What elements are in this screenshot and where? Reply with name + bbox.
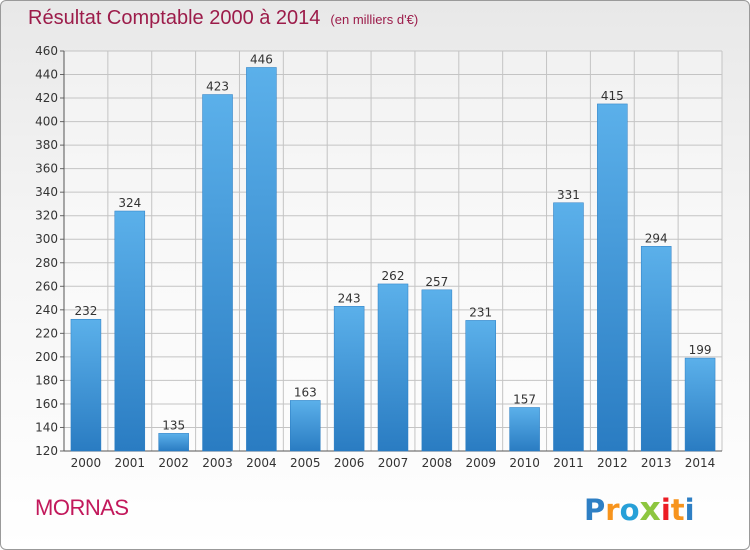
x-tick-label-2006: 2006 — [334, 456, 365, 470]
x-tick-label-2000: 2000 — [71, 456, 102, 470]
y-tick-label: 180 — [35, 373, 58, 387]
y-tick-label: 360 — [35, 162, 58, 176]
x-tick-label-2004: 2004 — [246, 456, 277, 470]
y-tick-label: 280 — [35, 256, 58, 270]
value-label-2006: 243 — [338, 291, 361, 305]
y-tick-label: 460 — [35, 44, 58, 58]
bar-2004 — [246, 67, 277, 452]
bar-2012 — [597, 103, 628, 452]
bar-2006 — [333, 306, 365, 452]
bar-2003 — [202, 94, 233, 452]
y-tick-label: 220 — [35, 326, 58, 340]
logo-letter: i — [660, 493, 671, 527]
value-label-2005: 163 — [294, 385, 317, 399]
x-tick-label-2011: 2011 — [553, 456, 584, 470]
chart-title: Résultat Comptable 2000 à 2014 (en millie… — [28, 7, 418, 30]
y-tick-label: 400 — [35, 115, 58, 129]
value-label-2010: 157 — [513, 392, 536, 406]
x-tick-label-2013: 2013 — [641, 456, 672, 470]
unit-label: (en milliers d'€) — [330, 12, 419, 27]
y-tick-label: 140 — [35, 420, 58, 434]
bar-2008 — [421, 289, 453, 452]
value-label-2004: 446 — [250, 52, 273, 66]
value-label-2008: 257 — [425, 275, 448, 289]
bar-2005 — [290, 400, 321, 452]
x-tick-label-2001: 2001 — [115, 456, 146, 470]
value-label-2003: 423 — [206, 80, 229, 94]
value-label-2007: 262 — [382, 269, 405, 283]
title-text: Résultat Comptable 2000 à 2014 — [28, 7, 321, 29]
y-tick-label: 260 — [35, 279, 58, 293]
y-tick-label: 120 — [35, 444, 58, 458]
bar-2001 — [114, 210, 146, 452]
x-tick-label-2007: 2007 — [378, 456, 409, 470]
labels: 120 140 160 180 200 220 240 260 280 300 320 340 360 3… — [35, 44, 715, 470]
logo-letter: i — [684, 493, 695, 527]
logo-letter: t — [670, 493, 685, 527]
bar-2013 — [640, 246, 672, 452]
logo-letter: x — [639, 489, 661, 528]
value-label-2013: 294 — [645, 231, 668, 245]
bars — [70, 67, 716, 452]
value-label-2002: 135 — [162, 418, 185, 432]
y-tick-label: 340 — [35, 185, 58, 199]
value-label-2014: 199 — [689, 343, 712, 357]
y-tick-label: 300 — [35, 232, 58, 246]
bar-2002 — [158, 433, 189, 452]
value-label-2000: 232 — [74, 304, 97, 318]
logo-letter: o — [619, 493, 640, 527]
bar-2014 — [684, 357, 716, 452]
y-tick-label: 420 — [35, 91, 58, 105]
bar-2010 — [509, 407, 540, 452]
value-label-2009: 231 — [469, 305, 492, 319]
bar-2011 — [553, 202, 584, 452]
bar-2009 — [465, 320, 496, 452]
y-tick-label: 440 — [35, 68, 58, 82]
y-tick-label: 200 — [35, 350, 58, 364]
x-tick-label-2009: 2009 — [465, 456, 496, 470]
proxiti-logo: Proxiti — [584, 489, 695, 528]
x-tick-label-2008: 2008 — [422, 456, 453, 470]
value-label-2012: 415 — [601, 89, 624, 103]
x-tick-label-2014: 2014 — [685, 456, 716, 470]
value-label-2011: 331 — [557, 188, 580, 202]
bar-2000 — [70, 318, 102, 452]
value-label-2001: 324 — [118, 196, 141, 210]
y-tick-label: 320 — [35, 209, 58, 223]
y-tick-label: 240 — [35, 303, 58, 317]
x-tick-label-2003: 2003 — [202, 456, 233, 470]
x-tick-label-2005: 2005 — [290, 456, 321, 470]
town-name: MORNAS — [35, 495, 129, 520]
x-tick-label-2012: 2012 — [597, 456, 628, 470]
y-tick-label: 380 — [35, 138, 58, 152]
x-tick-label-2002: 2002 — [158, 456, 189, 470]
y-tick-label: 160 — [35, 397, 58, 411]
x-tick-label-2010: 2010 — [509, 456, 540, 470]
bar-2007 — [377, 283, 409, 452]
logo-letter: r — [605, 493, 620, 527]
logo-letter: P — [584, 493, 606, 527]
